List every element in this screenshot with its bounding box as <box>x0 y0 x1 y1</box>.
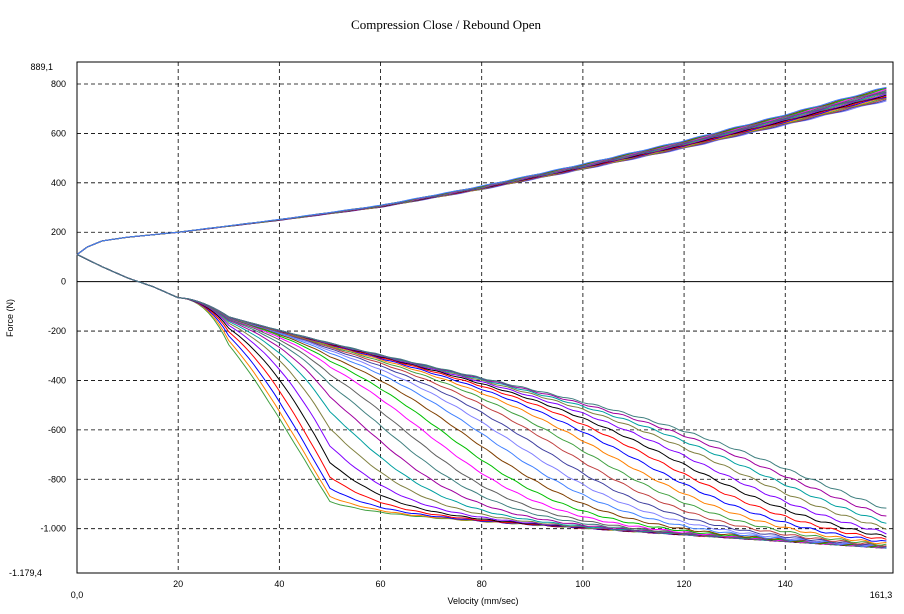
y-tick-label: -800 <box>48 474 66 484</box>
x-axis-label: Velocity (mm/sec) <box>447 596 518 606</box>
y-axis-label: Force (N) <box>5 299 15 337</box>
tick-labels: 20 40 60 80 100 120 140 0,0 161,3 800 600 400 200 0 -2… <box>9 62 892 600</box>
x-tick-label: 100 <box>575 579 590 589</box>
y-tick-label: 400 <box>51 178 66 188</box>
x-tick-label: 60 <box>376 579 386 589</box>
y-tick-label: 0 <box>61 277 66 287</box>
x-tick-label: 40 <box>274 579 284 589</box>
x-tick-label: 20 <box>173 579 183 589</box>
chart-title: Compression Close / Rebound Open <box>351 17 541 32</box>
compression-curve <box>76 254 887 509</box>
y-min-label: -1.179,4 <box>9 568 42 578</box>
y-tick-label: 200 <box>51 227 66 237</box>
y-tick-label: -200 <box>48 326 66 336</box>
x-tick-label: 140 <box>778 579 793 589</box>
x-tick-label: 120 <box>677 579 692 589</box>
y-tick-label: -600 <box>48 425 66 435</box>
rebound-curve <box>76 86 887 255</box>
x-tick-label: 80 <box>477 579 487 589</box>
x-max-label: 161,3 <box>870 590 893 600</box>
y-tick-label: 800 <box>51 79 66 89</box>
grid <box>77 62 893 573</box>
y-tick-label: -400 <box>48 375 66 385</box>
series-layer <box>76 86 887 549</box>
y-tick-label: 600 <box>51 128 66 138</box>
x-min-label: 0,0 <box>71 590 84 600</box>
y-tick-label: -1.000 <box>40 524 66 534</box>
plot-frame <box>76 61 894 574</box>
y-max-label: 889,1 <box>30 62 53 72</box>
